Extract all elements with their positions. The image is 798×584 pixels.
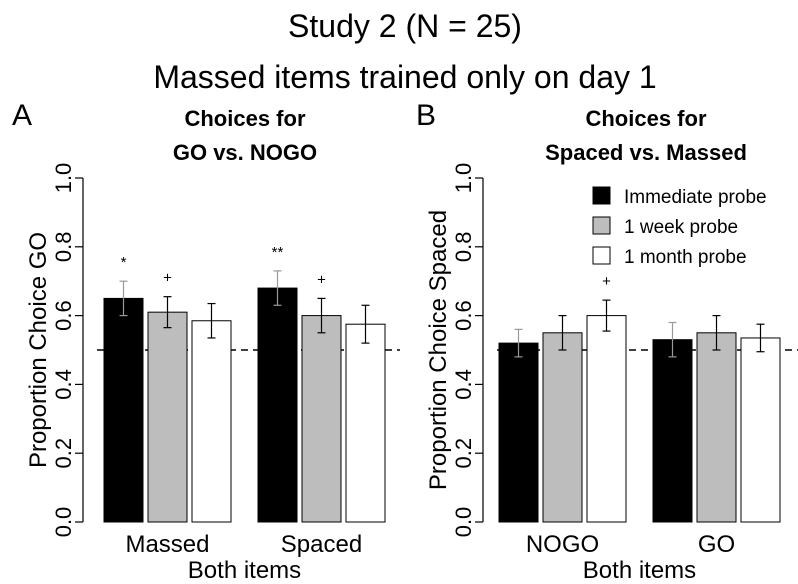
legend-swatch — [592, 186, 611, 205]
x-tick-label: Massed — [125, 531, 209, 558]
bar — [740, 337, 781, 523]
significance-marker: + — [602, 273, 611, 290]
panel-a: A Choices for GO vs. NOGO 0.0 0.2 0.4 0.6 0.8 1.… — [12, 99, 400, 584]
y-axis-label: Proportion Choice GO — [25, 232, 52, 468]
significance-marker: + — [163, 270, 172, 287]
panel-title-line1: Choices for — [585, 106, 706, 131]
legend-label: 1 week probe — [624, 217, 738, 238]
panel-b: B Choices for Spaced vs. Massed 0.0 0.2 0.4 0.… — [416, 99, 798, 584]
panel-title-line2: Spaced vs. Massed — [545, 140, 747, 165]
legend: Immediate probe 1 week probe 1 month probe — [592, 186, 767, 268]
legend-label: Immediate probe — [624, 187, 767, 208]
y-tick-label: 1.0 — [51, 163, 76, 194]
legend-swatch — [592, 216, 611, 235]
y-tick-label: 0.0 — [51, 507, 76, 538]
x-axis-label: Both items — [583, 557, 696, 584]
y-tick-label: 0.4 — [451, 369, 476, 400]
y-tick-label: 0.8 — [451, 232, 476, 263]
bar — [652, 339, 693, 523]
x-tick-label: GO — [698, 531, 735, 558]
significance-marker: * — [121, 254, 127, 271]
panel-title-line2: GO vs. NOGO — [173, 140, 317, 165]
y-tick-label: 0.6 — [451, 300, 476, 331]
x-tick-label: NOGO — [526, 531, 599, 558]
y-tick-label: 0.8 — [51, 232, 76, 263]
bar — [498, 342, 539, 523]
y-tick-label: 0.4 — [51, 369, 76, 400]
bar — [696, 332, 737, 523]
bar — [191, 320, 232, 523]
panel-title-line1: Choices for — [184, 106, 305, 131]
panel-letter: B — [416, 99, 436, 132]
significance-marker: + — [317, 271, 326, 288]
y-tick-label: 0.6 — [51, 300, 76, 331]
bar — [257, 287, 298, 523]
bar — [147, 311, 188, 523]
bar — [103, 297, 144, 523]
panel-letter: A — [12, 99, 32, 132]
x-axis-label: Both items — [188, 557, 301, 584]
figure-title-line2: Massed items trained only on day 1 — [153, 59, 656, 95]
bar — [345, 323, 386, 523]
y-tick-label: 0.2 — [51, 438, 76, 469]
significance-marker: ** — [272, 244, 284, 261]
y-tick-label: 1.0 — [451, 163, 476, 194]
bar — [586, 315, 627, 523]
bar — [542, 332, 583, 523]
y-axis-label: Proportion Choice Spaced — [425, 210, 452, 490]
legend-swatch — [592, 246, 611, 265]
legend-label: 1 month probe — [624, 247, 747, 268]
figure-title-line1: Study 2 (N = 25) — [288, 8, 522, 44]
x-tick-label: Spaced — [281, 531, 362, 558]
y-tick-label: 0.0 — [451, 507, 476, 538]
y-tick-label: 0.2 — [451, 438, 476, 469]
bar — [301, 315, 342, 523]
